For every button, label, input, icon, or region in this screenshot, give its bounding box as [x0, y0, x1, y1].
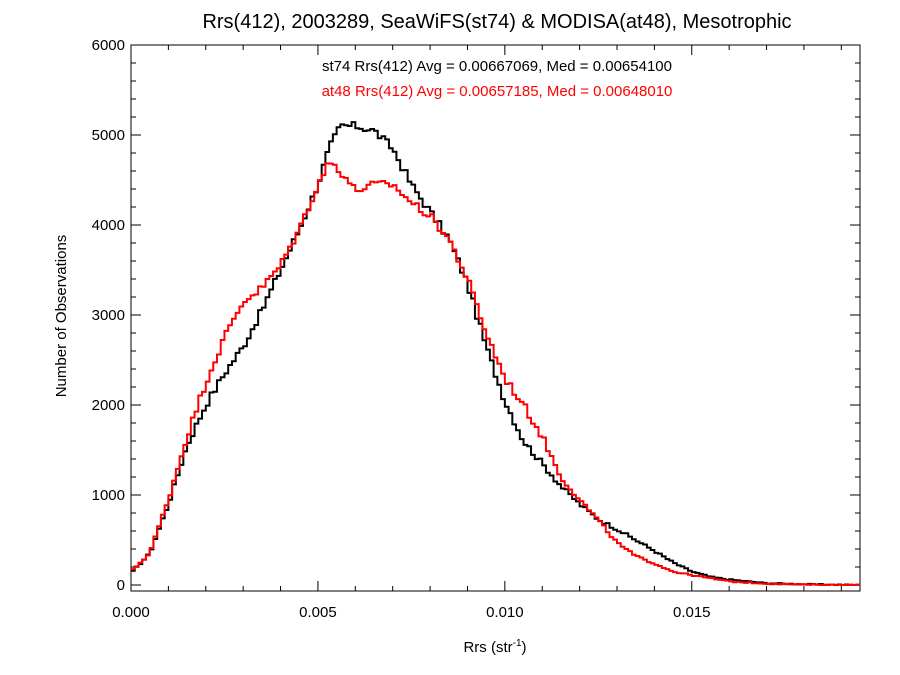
axis-ticks: 0.000 0.005 0.010 0.015 0 1000 2000 3000 4000 500… — [92, 37, 860, 621]
annotation-st74: st74 Rrs(412) Avg = 0.00667069, Med = 0.… — [322, 58, 672, 75]
series-st74-line — [131, 121, 860, 586]
y-axis-label: Number of Observations — [53, 235, 70, 398]
y-tick-label: 5000 — [92, 127, 125, 144]
x-axis-label-text: Rrs (str — [463, 639, 512, 656]
x-axis-label: Rrs (str-1) — [463, 638, 526, 656]
y-tick-label: 3000 — [92, 307, 125, 324]
x-tick-label: 0.000 — [112, 604, 150, 621]
x-tick-label: 0.010 — [486, 604, 524, 621]
annotation-at48: at48 Rrs(412) Avg = 0.00657185, Med = 0.… — [322, 83, 673, 100]
series-at48-line — [131, 162, 860, 586]
chart-title: Rrs(412), 2003289, SeaWiFS(st74) & MODIS… — [202, 11, 791, 33]
x-tick-label: 0.015 — [673, 604, 711, 621]
y-tick-label: 1000 — [92, 487, 125, 504]
x-tick-label: 0.005 — [299, 604, 337, 621]
x-axis-label-superscript: -1 — [513, 638, 522, 649]
series-layer — [131, 121, 860, 586]
y-tick-label: 4000 — [92, 217, 125, 234]
y-tick-label: 2000 — [92, 397, 125, 414]
plot-frame — [130, 44, 861, 592]
y-tick-label: 6000 — [92, 37, 125, 54]
y-tick-label: 0 — [117, 577, 125, 594]
x-axis-label-suffix: ) — [522, 639, 527, 656]
